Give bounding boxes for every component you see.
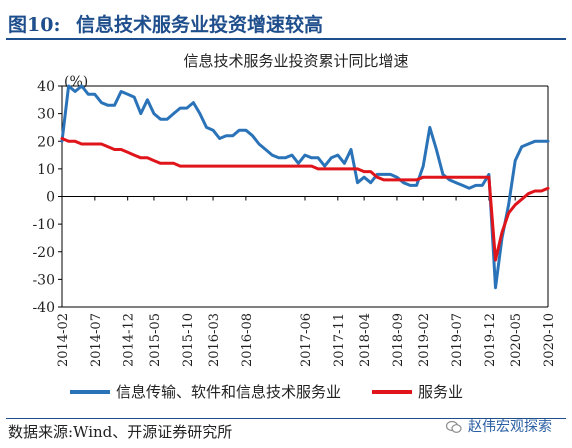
figure-header: 图10: 信息技术服务业投资增速较高 (6, 4, 566, 40)
x-tick-label: 2018-04 (358, 313, 373, 367)
x-tick-label: 2019-12 (483, 313, 498, 367)
y-tick-label: -40 (32, 300, 55, 316)
x-tick-label: 2014-12 (122, 313, 137, 367)
legend-label: 信息传输、软件和信息技术服务业 (116, 383, 341, 401)
x-tick-label: 2014-07 (89, 313, 104, 367)
y-tick-label: 10 (37, 162, 55, 178)
x-tick-label: 2019-02 (417, 313, 432, 367)
legend-label: 服务业 (418, 383, 463, 401)
line-chart: 信息技术服务业投资累计同比增速 (%) -40-30-20-1001020304… (32, 52, 557, 401)
axes: -40 -30 -20 -10 0 10 20 30 40 2014-02 2014-07 2014-… (32, 79, 557, 367)
x-tick-label: 2019-07 (450, 313, 465, 367)
x-tick-label: 2014-02 (56, 313, 71, 367)
y-tick-label: 20 (37, 134, 55, 150)
source-note: 数据来源:Wind、开源证券研究所 (8, 423, 233, 441)
x-tick-label: 2020-05 (509, 313, 524, 367)
y-tick-label: 0 (46, 190, 55, 206)
x-tick-label: 2017-11 (332, 313, 347, 367)
y-tick-label: -30 (32, 272, 55, 288)
footer-rule (6, 418, 566, 419)
y-tick-label: -20 (32, 245, 55, 261)
series-line-it (60, 84, 550, 290)
watermark-text: 赵伟宏观探索 (468, 419, 552, 435)
x-tick-label: 2016-03 (207, 313, 222, 367)
figure-label: 图10: (8, 14, 61, 36)
wechat-icon (446, 420, 462, 433)
x-tick-label: 2015-05 (148, 313, 163, 367)
x-tick-label: 2017-06 (299, 313, 314, 367)
y-tick-label: -10 (32, 217, 55, 233)
series-line-services (60, 137, 550, 262)
chart-title: 信息技术服务业投资累计同比增速 (183, 52, 408, 70)
y-tick-label: 30 (37, 107, 55, 123)
x-tick-label: 2016-08 (240, 313, 255, 367)
legend: 信息传输、软件和信息技术服务业 服务业 (70, 383, 463, 401)
figure-title: 信息技术服务业投资增速较高 (76, 14, 324, 36)
x-tick-label: 2015-10 (181, 313, 196, 367)
x-tick-label: 2020-10 (542, 313, 557, 367)
series-lines (60, 84, 550, 290)
x-tick-label: 2018-09 (391, 313, 406, 367)
y-tick-label: 40 (37, 79, 55, 95)
